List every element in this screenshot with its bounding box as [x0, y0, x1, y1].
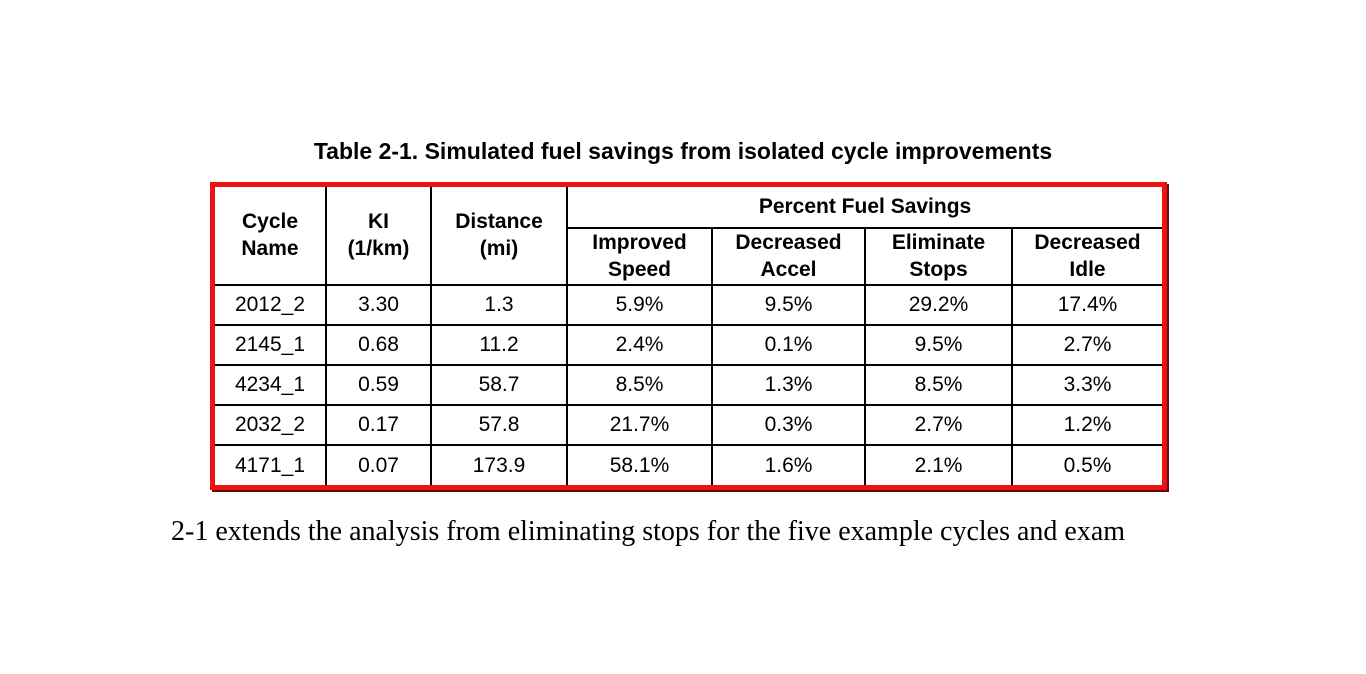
cell-distance: 1.3	[430, 284, 568, 326]
cell-decreased-idle: 3.3%	[1010, 364, 1163, 406]
col-header-decreased-accel: Decreased Accel	[711, 227, 866, 286]
cell-ki: 0.59	[325, 364, 432, 406]
cell-eliminate-stops: 29.2%	[864, 284, 1013, 326]
cell-distance: 173.9	[430, 444, 568, 485]
table-row: 4171_1 0.07 173.9 58.1% 1.6% 2.1% 0.5%	[215, 444, 1163, 485]
cell-ki: 0.07	[325, 444, 432, 485]
cell-improved-speed: 2.4%	[566, 324, 713, 366]
cell-distance: 57.8	[430, 404, 568, 446]
cell-decreased-idle: 17.4%	[1010, 284, 1163, 326]
cell-improved-speed: 5.9%	[566, 284, 713, 326]
table-header-row-sub: Improved Speed Decreased Accel Eliminate…	[215, 227, 1163, 286]
cell-decreased-accel: 0.3%	[711, 404, 866, 446]
cell-improved-speed: 58.1%	[566, 444, 713, 485]
cell-cycle-name: 4234_1	[215, 364, 327, 406]
cell-ki: 0.68	[325, 324, 432, 366]
cell-cycle-name: 2012_2	[215, 284, 327, 326]
table-header-row-group: Cycle Name KI (1/km) Distance (mi) Perce…	[215, 187, 1163, 286]
table-caption: Table 2-1. Simulated fuel savings from i…	[313, 138, 1053, 164]
cell-cycle-name: 2032_2	[215, 404, 327, 446]
cell-ki: 0.17	[325, 404, 432, 446]
cell-decreased-accel: 9.5%	[711, 284, 866, 326]
cell-decreased-idle: 0.5%	[1010, 444, 1163, 485]
col-header-cycle-name: Cycle Name	[215, 187, 327, 286]
cell-eliminate-stops: 9.5%	[864, 324, 1013, 366]
cell-cycle-name: 2145_1	[215, 324, 327, 366]
cell-eliminate-stops: 2.7%	[864, 404, 1013, 446]
cell-improved-speed: 8.5%	[566, 364, 713, 406]
col-header-distance: Distance (mi)	[430, 187, 568, 286]
table-row: 4234_1 0.59 58.7 8.5% 1.3% 8.5% 3.3%	[215, 364, 1163, 406]
col-header-decreased-idle: Decreased Idle	[1010, 227, 1163, 286]
cell-decreased-idle: 2.7%	[1010, 324, 1163, 366]
col-header-ki: KI (1/km)	[325, 187, 432, 286]
cell-eliminate-stops: 8.5%	[864, 364, 1013, 406]
col-header-improved-speed: Improved Speed	[567, 227, 713, 286]
table-row: 2032_2 0.17 57.8 21.7% 0.3% 2.7% 1.2%	[215, 404, 1163, 446]
cell-cycle-name: 4171_1	[215, 444, 327, 485]
col-group-header-percent-fuel-savings: Percent Fuel Savings	[565, 187, 1163, 229]
fuel-savings-table-grid: Cycle Name KI (1/km) Distance (mi) Perce…	[215, 187, 1163, 485]
body-paragraph: 2-1 extends the analysis from eliminatin…	[171, 516, 1126, 547]
cell-distance: 58.7	[430, 364, 568, 406]
cell-decreased-idle: 1.2%	[1010, 404, 1163, 446]
col-header-eliminate-stops: Eliminate Stops	[864, 227, 1013, 286]
cell-improved-speed: 21.7%	[566, 404, 713, 446]
cell-decreased-accel: 1.3%	[711, 364, 866, 406]
cell-decreased-accel: 0.1%	[711, 324, 866, 366]
cell-decreased-accel: 1.6%	[711, 444, 866, 485]
table-row: 2012_2 3.30 1.3 5.9% 9.5% 29.2% 17.4%	[215, 284, 1163, 326]
fuel-savings-table: Cycle Name KI (1/km) Distance (mi) Perce…	[210, 182, 1168, 490]
cell-eliminate-stops: 2.1%	[864, 444, 1013, 485]
cell-distance: 11.2	[430, 324, 568, 366]
table-row: 2145_1 0.68 11.2 2.4% 0.1% 9.5% 2.7%	[215, 324, 1163, 366]
cell-ki: 3.30	[325, 284, 432, 326]
